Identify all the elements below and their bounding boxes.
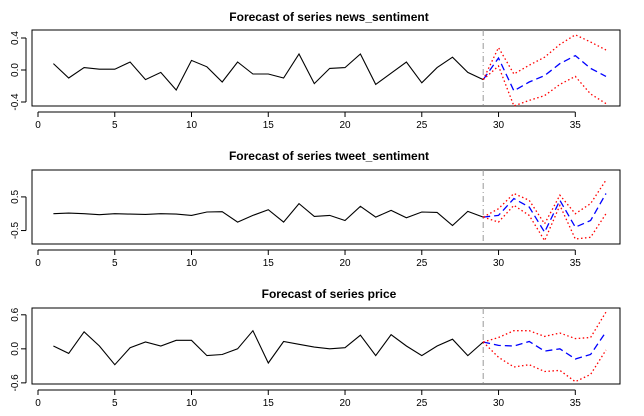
series-observed-line (53, 52, 484, 91)
y-tick-label: 0.5 (10, 190, 21, 204)
x-tick-label: 5 (112, 258, 118, 269)
plot-frame (31, 29, 621, 107)
plot-frame (31, 307, 621, 385)
x-tick-label: 35 (570, 398, 582, 409)
x-tick-label: 10 (186, 120, 198, 131)
series-observed-line (53, 202, 484, 227)
x-tick-label: 5 (112, 120, 118, 131)
x-tick-label: 25 (416, 258, 428, 269)
y-tick-label: 0.0 (10, 63, 21, 77)
series-lower-bound-line (482, 203, 607, 243)
series-upper-bound-line (483, 311, 607, 343)
series-lower-bound-line (482, 64, 607, 107)
y-tick-label: -0.6 (10, 374, 21, 392)
series-observed-line (53, 329, 484, 366)
panel-price: Forecast of series price 0 5 10 15 20 25 30 35 -… (10, 287, 621, 409)
plot-marks: 0 5 10 15 20 25 30 35 -0.4 0.0 0.4 (10, 30, 607, 131)
x-tick-label: 15 (263, 398, 275, 409)
y-tick-label: 0.6 (10, 307, 21, 321)
x-tick-label: 5 (112, 398, 118, 409)
panel-title: Forecast of series price (262, 287, 397, 301)
panel-title: Forecast of series news_sentiment (229, 10, 428, 24)
x-tick-label: 10 (186, 398, 198, 409)
x-tick-label: 25 (416, 398, 428, 409)
series-lower-bound-line (482, 341, 607, 383)
x-tick-label: 30 (493, 120, 505, 131)
y-tick-label: -0.5 (10, 221, 21, 239)
x-tick-label: 20 (339, 120, 351, 131)
y-tick-label: 0.0 (10, 341, 21, 355)
series-forecast-line (482, 54, 607, 92)
x-tick-label: 10 (186, 258, 198, 269)
x-tick-label: 35 (570, 258, 582, 269)
panel-tweet-sentiment: Forecast of series tweet_sentiment 0 5 10 1… (10, 149, 621, 269)
x-tick-label: 20 (339, 398, 351, 409)
x-tick-label: 25 (416, 120, 428, 131)
panel-news-sentiment: Forecast of series news_sentiment 0 5 10 15… (10, 10, 621, 131)
x-tick-label: 0 (35, 398, 41, 409)
panel-title: Forecast of series tweet_sentiment (229, 149, 429, 163)
plot-marks: 0 5 10 15 20 25 30 35 -0.6 0.0 0.6 (10, 307, 607, 409)
plot-marks: 0 5 10 15 20 25 30 35 -0.5 0.5 (10, 170, 607, 269)
x-tick-label: 30 (493, 258, 505, 269)
x-tick-label: 20 (339, 258, 351, 269)
plot-frame (31, 169, 621, 245)
y-tick-label: -0.4 (10, 93, 21, 111)
series-upper-bound-line (482, 34, 607, 80)
x-tick-label: 35 (570, 120, 582, 131)
x-tick-label: 15 (263, 120, 275, 131)
x-tick-label: 30 (493, 398, 505, 409)
x-tick-label: 0 (35, 120, 41, 131)
series-upper-bound-line (482, 179, 607, 226)
y-tick-label: 0.4 (10, 31, 21, 45)
x-tick-label: 0 (35, 258, 41, 269)
x-tick-label: 15 (263, 258, 275, 269)
series-forecast-line (483, 193, 607, 234)
